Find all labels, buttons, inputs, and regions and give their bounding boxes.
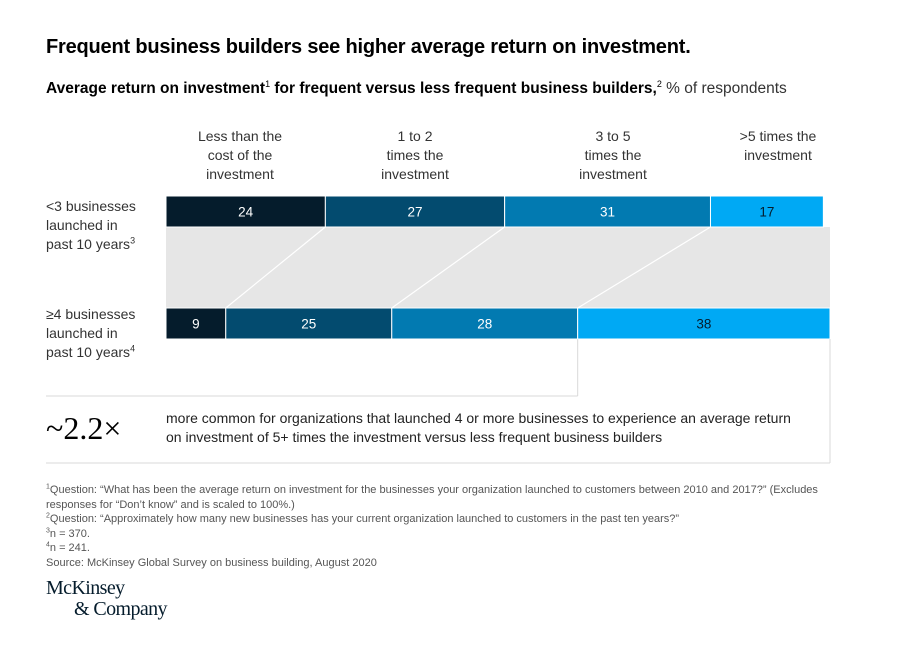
footnote-2: 2Question: “Approximately how many new b… [46, 512, 836, 527]
connector-lines [225, 226, 711, 309]
chart-subtitle: Average return on investment1 for freque… [46, 78, 787, 98]
callout-text: more common for organizations that launc… [166, 410, 791, 445]
data-label: 24 [238, 205, 254, 220]
data-label: 28 [477, 317, 492, 332]
callout-value: ~2.2× [46, 410, 122, 446]
data-label: 27 [407, 205, 422, 220]
logo-line-1: McKinsey [46, 577, 125, 599]
subtitle-unit: % of respondents [661, 80, 787, 97]
category-label-3-to-5: 3 to 5 times the investment [579, 128, 647, 182]
connector-line [577, 226, 711, 309]
connector-line [225, 226, 326, 309]
bar-segment [391, 307, 579, 340]
bar-segment [504, 195, 711, 228]
footnote-ref-1: 1 [265, 78, 271, 89]
bars: 24 27 31 17 9 25 28 38 [165, 195, 831, 340]
callout-frame [46, 339, 831, 464]
connector-line [391, 226, 505, 309]
category-label-1-to-2: 1 to 2 times the investment [381, 128, 449, 182]
bar-segment [165, 307, 227, 340]
footnote-text: n = 241. [49, 542, 90, 554]
chart-title: Frequent business builders see higher av… [46, 36, 691, 58]
data-label: 9 [192, 317, 200, 332]
row-label-less-than-3: <3 businesses launched in past 10 years3 [46, 197, 136, 254]
logo-line-2: & Company [74, 598, 168, 620]
footnote-mark: 4 [46, 541, 50, 549]
subtitle-part-1: Average return on investment [46, 80, 266, 97]
data-label: 25 [301, 317, 316, 332]
row-label-4-or-more: ≥4 businesses launched in past 10 years4 [46, 305, 135, 362]
category-label-over-5: >5 times the investment [739, 128, 817, 163]
row-label-text: ≥4 businesses launched in past 10 years [46, 306, 136, 360]
footnote-mark: 1 [46, 483, 50, 491]
bar-segment [165, 195, 326, 228]
footnote-4: 4n = 241. [46, 541, 836, 556]
subtitle-part-2: for frequent versus less frequent busine… [270, 80, 657, 97]
data-label: 31 [600, 205, 615, 220]
source-note: Source: McKinsey Global Survey on busine… [46, 556, 377, 569]
bar-segment [709, 195, 824, 228]
footnote-3: 3n = 370. [46, 527, 836, 542]
footnote-ref-3: 3 [130, 235, 136, 246]
data-label: 17 [759, 205, 774, 220]
footnote-text: Question: “What has been the average ret… [46, 484, 818, 511]
connector-band [166, 227, 830, 308]
footnote-text: Question: “Approximately how many new bu… [49, 513, 680, 525]
bar-segment [324, 195, 506, 228]
mckinsey-logo: McKinsey & Company [46, 577, 168, 620]
data-label: 38 [696, 317, 711, 332]
footnote-1: 1Question: “What has been the average re… [46, 483, 836, 512]
footnote-ref-4: 4 [130, 343, 136, 354]
footnote-text: n = 370. [49, 527, 90, 540]
footnote-mark: 3 [46, 526, 50, 534]
row-label-text: <3 businesses launched in past 10 years [46, 198, 136, 252]
bar-segment [577, 307, 831, 340]
footnote-ref-2: 2 [656, 78, 662, 89]
bar-segment [225, 307, 393, 340]
footnotes: 1Question: “What has been the average re… [46, 483, 836, 570]
footnote-mark: 2 [46, 512, 50, 520]
category-label-less-than-cost: Less than the cost of the investment [197, 128, 283, 182]
